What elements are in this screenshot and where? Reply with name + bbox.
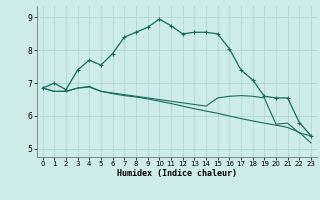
X-axis label: Humidex (Indice chaleur): Humidex (Indice chaleur) <box>117 169 237 178</box>
